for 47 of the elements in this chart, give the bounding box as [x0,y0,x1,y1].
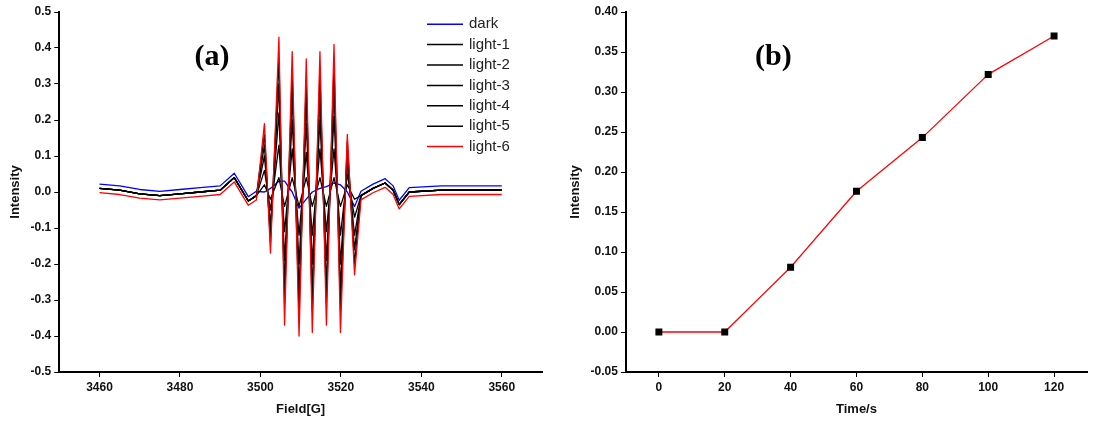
y-tick-label: -0.4 [30,328,52,343]
y-tick-label: 0.20 [594,164,619,179]
legend-label: light-5 [469,116,510,134]
y-tick-label: 0.4 [34,40,52,55]
y-tick-label: 0.25 [594,124,619,139]
legend-label: light-1 [469,34,510,52]
y-tick-label: 0.15 [594,204,619,219]
y-tick-label: -0.2 [30,256,52,271]
legend-label: light-2 [469,55,510,73]
x-tick-label: 120 [1044,379,1065,394]
legend-label: dark [469,14,499,32]
y-axis-title: Intensity [567,164,583,219]
y-tick-label: 0.30 [594,84,619,99]
annotation: (b) [755,37,792,72]
x-tick-label: 80 [915,379,930,394]
y-tick-label: 0.40 [594,4,619,19]
x-tick-label: 40 [783,379,798,394]
x-tick-label: 3520 [327,379,355,394]
y-tick-label: -0.5 [30,364,52,379]
x-tick-label: 3500 [247,379,275,394]
annotation: (a) [194,37,230,72]
y-tick-label: 0.10 [594,244,619,259]
y-axis-title: Intensity [7,164,23,219]
y-tick-label: -0.05 [590,364,619,379]
y-tick-label: 0.00 [594,324,619,339]
x-tick-label: 3560 [488,379,516,394]
legend-label: light-3 [469,75,510,93]
y-tick-label: -0.3 [30,292,52,307]
x-tick-label: 0 [655,379,663,394]
x-tick-label: 60 [849,379,864,394]
x-axis-title: Time/s [836,400,877,416]
y-tick-label: 0.5 [34,4,52,19]
x-tick-label: 100 [978,379,999,394]
x-tick-label: 20 [718,379,732,394]
legend-label: light-4 [469,95,510,113]
x-tick-label: 3540 [407,379,435,394]
y-tick-label: 0.2 [34,112,52,127]
y-tick-label: 0.0 [34,184,52,199]
y-tick-label: -0.1 [30,220,52,235]
y-tick-label: 0.05 [594,284,619,299]
y-tick-label: 0.1 [34,148,52,163]
x-tick-label: 3460 [86,379,114,394]
legend-label: light-6 [469,136,510,154]
y-tick-label: 0.35 [594,44,619,59]
x-tick-label: 3480 [166,379,194,394]
x-axis-title: Field[G] [276,400,326,416]
y-tick-label: 0.3 [34,76,52,91]
